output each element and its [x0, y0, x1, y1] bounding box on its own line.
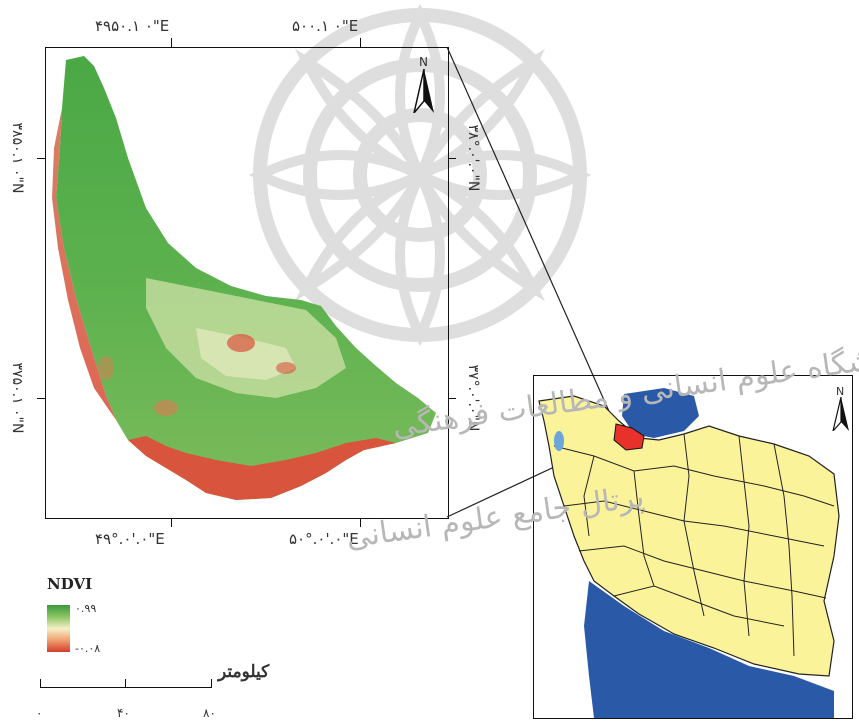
scale-bar-tick	[40, 679, 41, 688]
top-tick	[171, 38, 172, 47]
scale-bar-tick-label: ۸۰	[203, 706, 216, 720]
legend-title: NDVI	[47, 575, 93, 593]
bottom-axis-label-right: ۵۰°.۰'.۰"E	[289, 530, 359, 548]
inset-north-label: N	[836, 385, 845, 398]
bottom-tick	[360, 518, 361, 527]
ndvi-map	[52, 56, 436, 500]
bottom-tick	[171, 518, 172, 527]
top-tick	[360, 38, 361, 47]
legend-min-label: -۰.۰۸	[75, 642, 101, 655]
legend-max-label: ۰.۹۹	[75, 602, 97, 615]
watermark-rosette-icon	[248, 3, 592, 347]
iran-inset-map	[538, 388, 840, 718]
scale-bar-unit: کیلومتر	[218, 662, 270, 682]
bottom-axis-label-left: ۴۹°.۰'.۰"E	[95, 530, 165, 548]
top-axis-label-left: ۴۹۵۰.۱ ۰"E	[95, 17, 170, 35]
scale-bar-tick-label: ۴۰	[117, 706, 130, 720]
scale-bar-tick	[211, 679, 212, 688]
right-tick	[448, 398, 456, 399]
inset-north-arrow-icon	[832, 397, 849, 431]
inset-map-frame	[533, 375, 853, 719]
top-axis-label-right: ۵۰۰.۱ ۰"E	[292, 17, 359, 35]
scale-bar-tick-label: ۰	[36, 706, 43, 720]
north-arrow-icon	[413, 69, 434, 113]
main-map-frame	[45, 47, 449, 519]
ndvi-color-ramp	[47, 605, 70, 652]
right-tick	[448, 158, 456, 159]
left-tick	[37, 158, 45, 159]
north-arrow-label: N	[419, 55, 428, 69]
scale-bar-line	[40, 687, 212, 688]
scale-bar-tick	[125, 679, 126, 688]
left-tick	[37, 398, 45, 399]
province-shape	[56, 56, 436, 500]
